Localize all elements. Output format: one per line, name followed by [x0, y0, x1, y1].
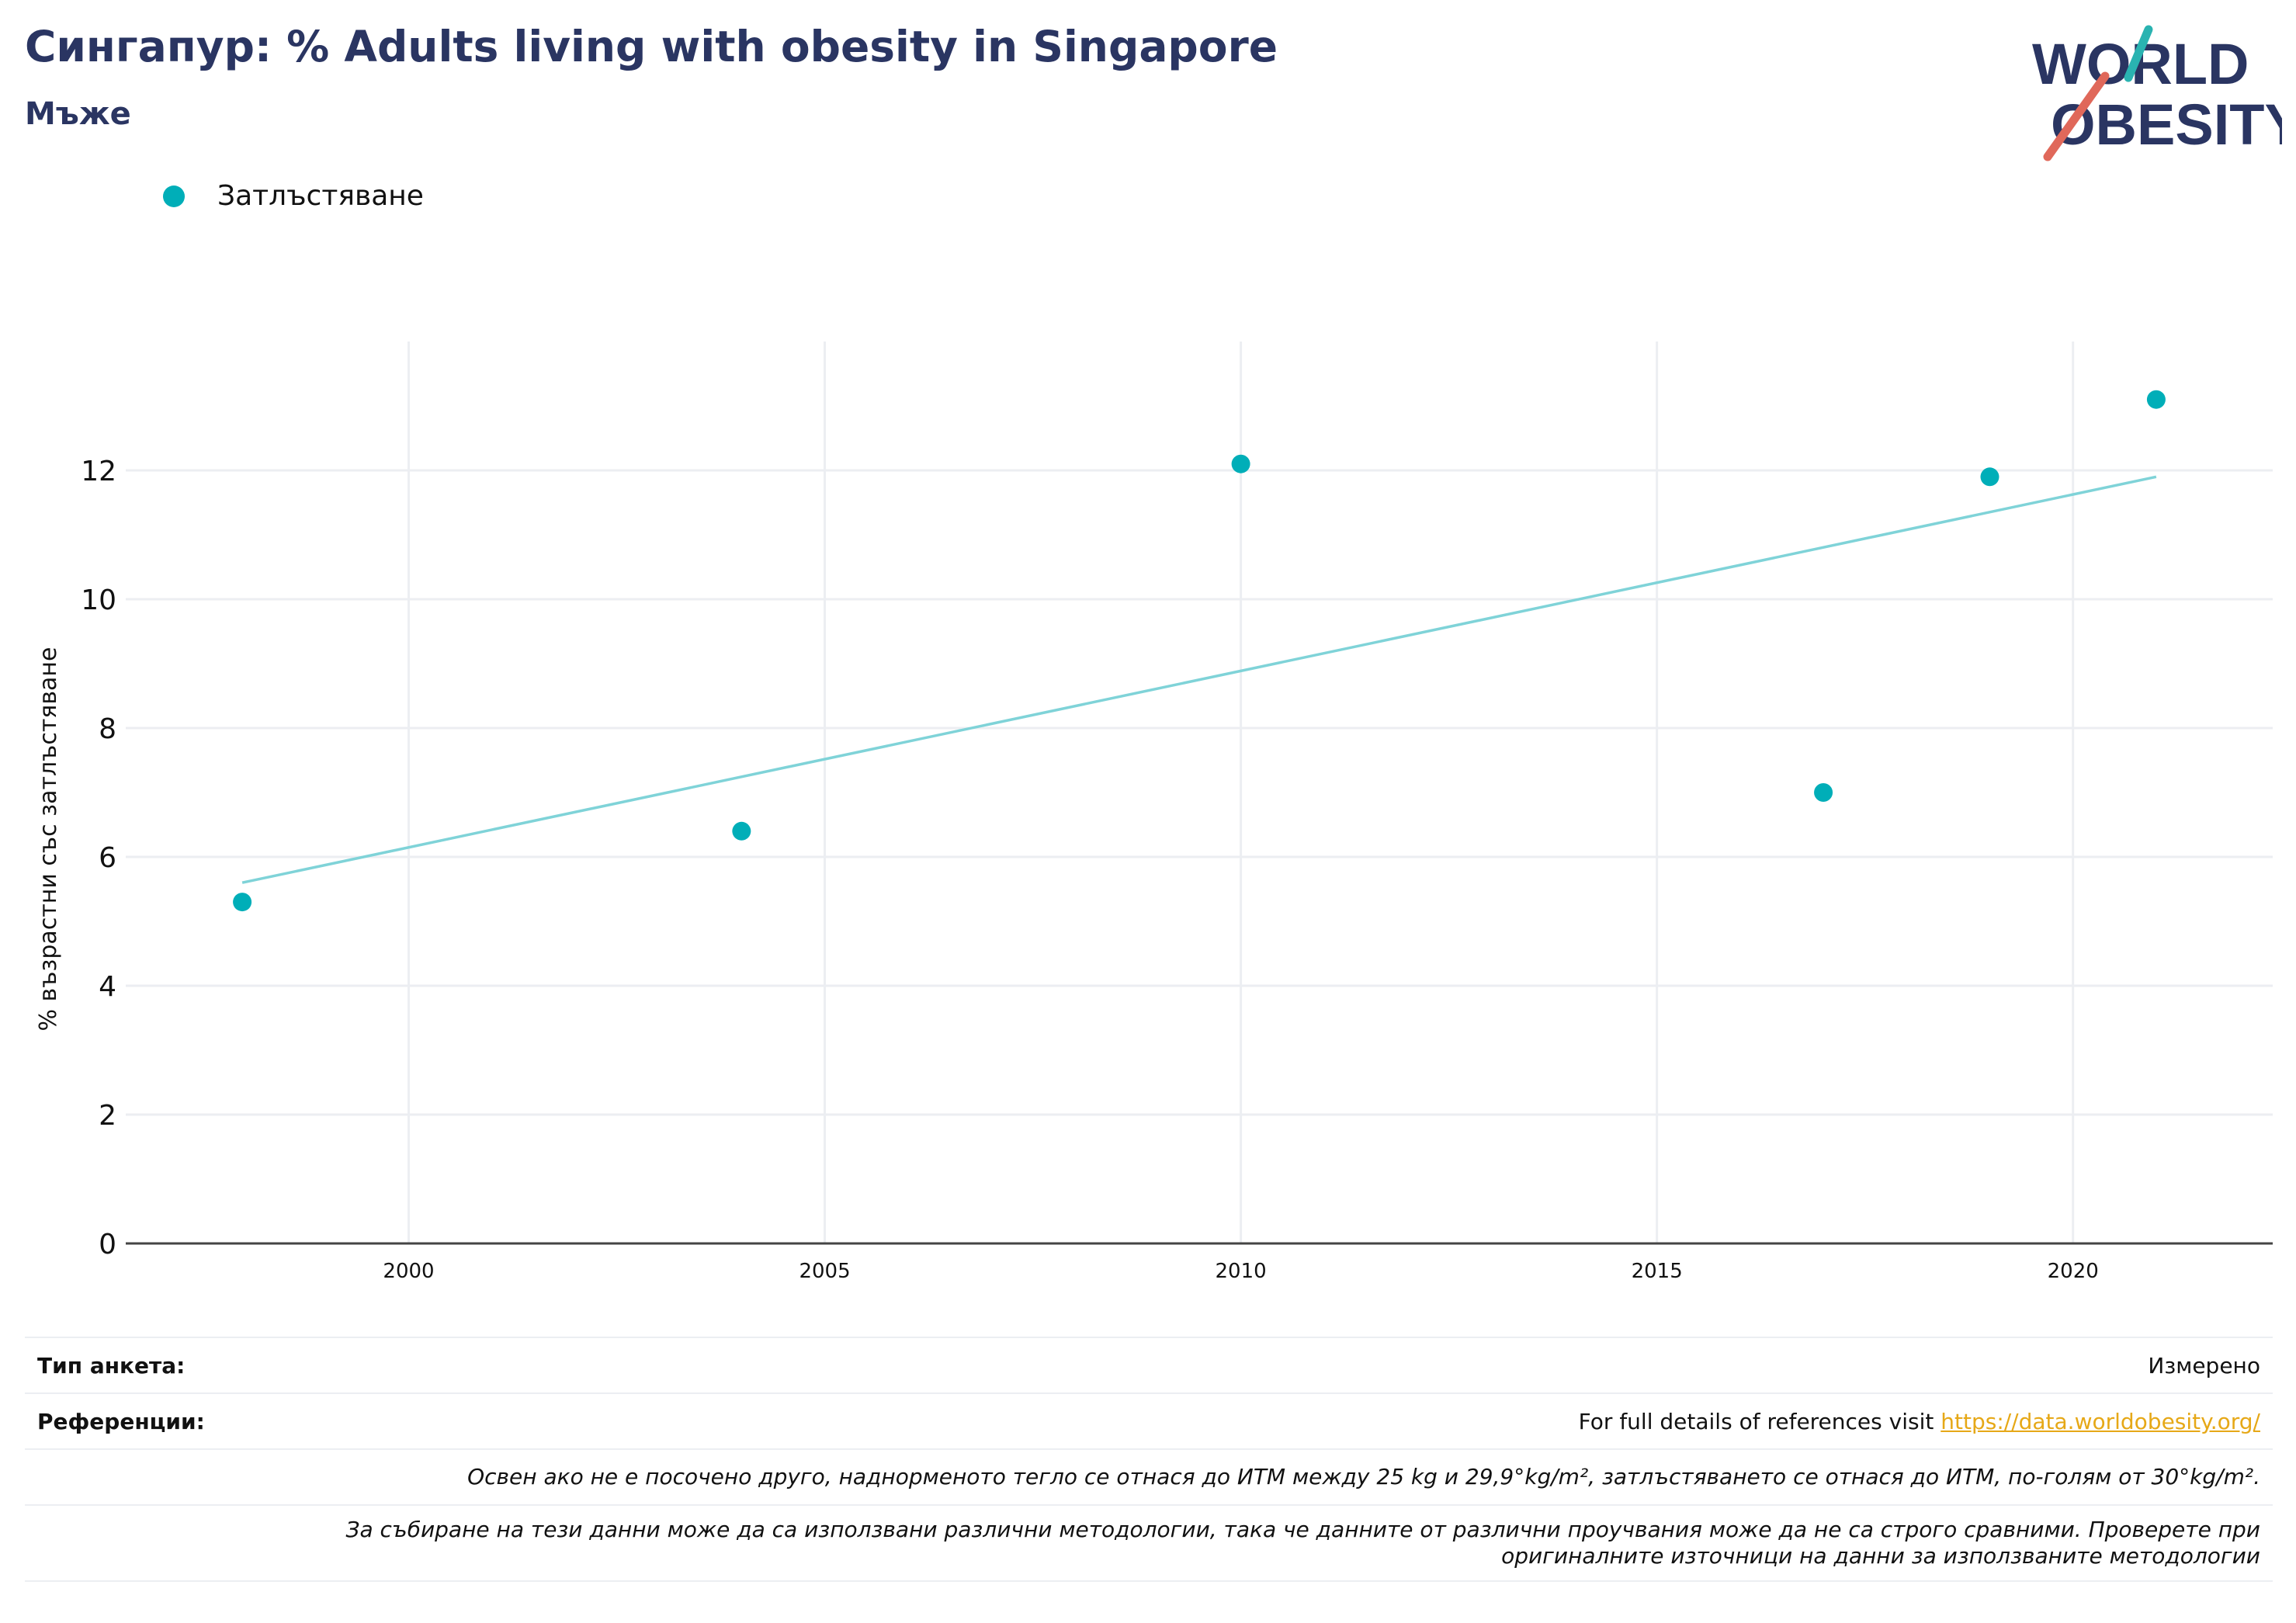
references-label: Референции:	[37, 1408, 205, 1434]
data-point	[1231, 454, 1250, 473]
trend-line	[241, 475, 2157, 884]
methodology-note-line1: За събиране на тези данни може да са изп…	[345, 1517, 2261, 1542]
x-tick-label: 2005	[799, 1260, 850, 1283]
x-tick-label: 2000	[383, 1260, 434, 1283]
legend-marker	[163, 185, 185, 207]
methodology-note-line2: оригиналните източници на данни за изпол…	[1501, 1543, 2260, 1569]
y-tick-label: 0	[99, 1229, 116, 1261]
y-tick-label: 10	[81, 584, 116, 616]
references-link[interactable]: https://data.worldobesity.org/	[1941, 1408, 2260, 1434]
bmi-note: Освен ако не е посочено друго, наднормен…	[467, 1464, 2260, 1489]
data-point	[732, 821, 751, 841]
page-subtitle: Мъже	[25, 96, 131, 132]
info-table: Тип анкета: Измерено Референции: For ful…	[25, 1337, 2273, 1582]
x-tick-label: 2015	[1632, 1260, 1683, 1283]
references-row: Референции: For full details of referenc…	[25, 1392, 2273, 1448]
obesity-scatter-chart: 2000 2005 2010 2015 2020 0 2 4 6 8 10 12 % възрастни…	[35, 342, 2273, 1283]
bmi-note-row: Освен ако не е посочено друго, наднормен…	[25, 1448, 2273, 1504]
legend-label: Затлъстяване	[217, 180, 424, 212]
x-tick-label: 2020	[2048, 1260, 2099, 1283]
y-tick-label: 2	[99, 1100, 116, 1132]
survey-type-row: Тип анкета: Измерено	[25, 1337, 2273, 1392]
methodology-note: За събиране на тези данни може да са изп…	[37, 1517, 2261, 1569]
data-point	[233, 893, 252, 912]
data-point	[1814, 783, 1833, 802]
page-title: Сингапур: % Adults living with obesity i…	[25, 22, 1278, 71]
methodology-note-row: За събиране на тези данни може да са изп…	[25, 1504, 2273, 1582]
y-tick-label: 6	[99, 842, 116, 874]
references-text: For full details of references visit	[1578, 1408, 1941, 1434]
chart-legend: Затлъстяване	[163, 180, 424, 212]
y-tick-label: 12	[81, 456, 116, 487]
data-point	[2146, 390, 2166, 409]
y-tick-label: 8	[99, 713, 116, 745]
x-tick-label: 2010	[1216, 1260, 1267, 1283]
world-obesity-logo: WORLD OBESITY	[2032, 25, 2282, 161]
logo-slash-teal	[2124, 25, 2153, 82]
survey-type-value: Измерено	[2148, 1352, 2260, 1379]
references-value: For full details of references visit htt…	[1579, 1409, 2260, 1434]
data-point	[1980, 467, 1999, 487]
y-tick-label: 4	[99, 971, 116, 1003]
survey-type-label: Тип анкета:	[37, 1352, 186, 1379]
logo-slash-red	[2043, 71, 2110, 161]
y-axis-label: % възрастни със затлъстяване	[35, 647, 62, 1032]
